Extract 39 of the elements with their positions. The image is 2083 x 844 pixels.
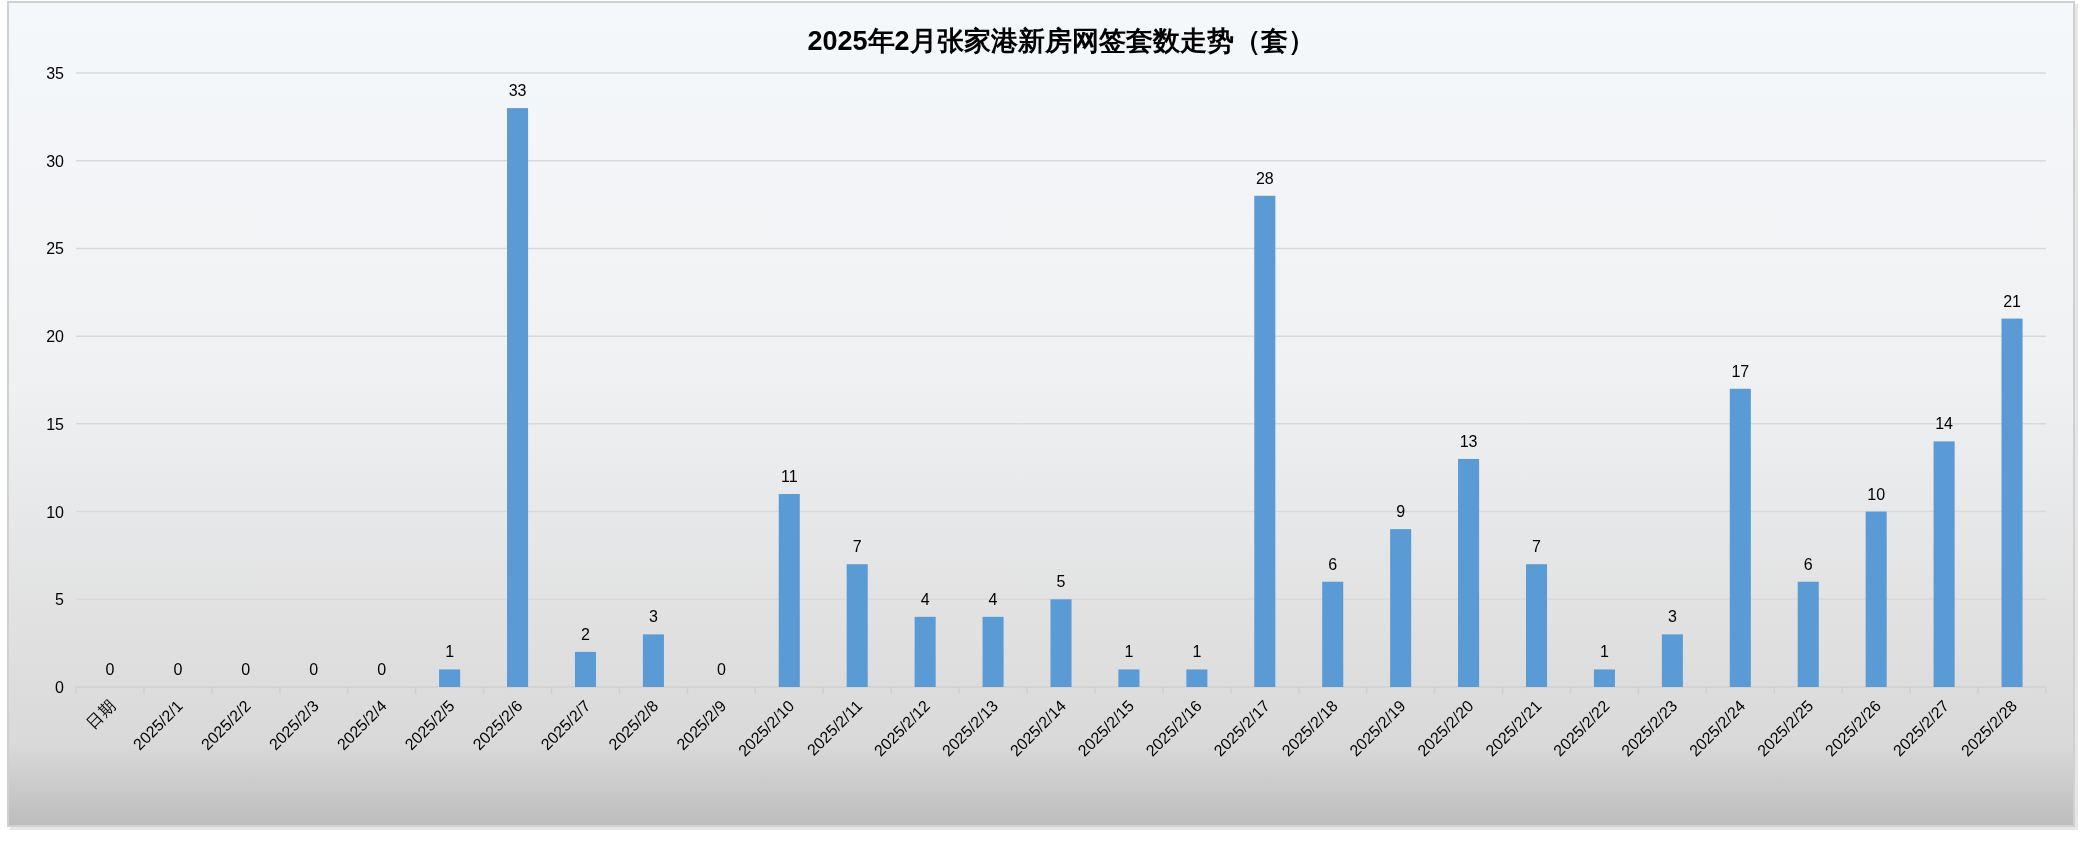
chart-title: 2025年2月张家港新房网签套数走势（套） bbox=[807, 26, 1315, 56]
data-label: 21 bbox=[2003, 292, 2022, 310]
data-label: 0 bbox=[241, 661, 251, 678]
y-tick-label: 10 bbox=[46, 503, 65, 521]
data-label: 1 bbox=[1192, 643, 1202, 661]
y-tick-label: 25 bbox=[46, 240, 65, 258]
data-label: 14 bbox=[1935, 415, 1954, 433]
data-label: 5 bbox=[1056, 573, 1066, 591]
x-tick-label: 日期 bbox=[83, 697, 119, 732]
data-label: 6 bbox=[1803, 555, 1813, 573]
data-label: 33 bbox=[508, 82, 527, 100]
data-label: 3 bbox=[1667, 608, 1677, 626]
y-tick-label: 20 bbox=[46, 328, 65, 346]
data-label: 1 bbox=[1600, 643, 1609, 661]
data-label: 0 bbox=[309, 661, 319, 678]
data-label: 0 bbox=[716, 661, 726, 678]
data-label: 3 bbox=[648, 608, 658, 626]
data-label: 13 bbox=[1459, 432, 1478, 450]
data-label: 7 bbox=[852, 538, 862, 556]
y-tick-label: 15 bbox=[46, 415, 65, 433]
data-label: 1 bbox=[1124, 643, 1134, 661]
y-tick-label: 35 bbox=[46, 65, 65, 82]
data-label: 1 bbox=[445, 643, 455, 661]
y-tick-label: 0 bbox=[55, 679, 65, 696]
data-label: 2 bbox=[581, 625, 591, 643]
data-label: 4 bbox=[920, 590, 930, 608]
data-label: 0 bbox=[105, 661, 115, 678]
data-label: 17 bbox=[1731, 362, 1750, 380]
y-tick-label: 30 bbox=[46, 152, 65, 170]
data-label: 7 bbox=[1532, 538, 1542, 556]
y-tick-label: 5 bbox=[55, 591, 65, 609]
data-label: 9 bbox=[1396, 503, 1406, 521]
data-label: 0 bbox=[377, 661, 387, 678]
data-label: 4 bbox=[988, 590, 998, 608]
data-label: 11 bbox=[780, 468, 798, 486]
data-label: 28 bbox=[1255, 169, 1274, 187]
data-label: 6 bbox=[1328, 555, 1338, 573]
data-label: 0 bbox=[173, 661, 183, 678]
data-label: 10 bbox=[1867, 485, 1886, 503]
